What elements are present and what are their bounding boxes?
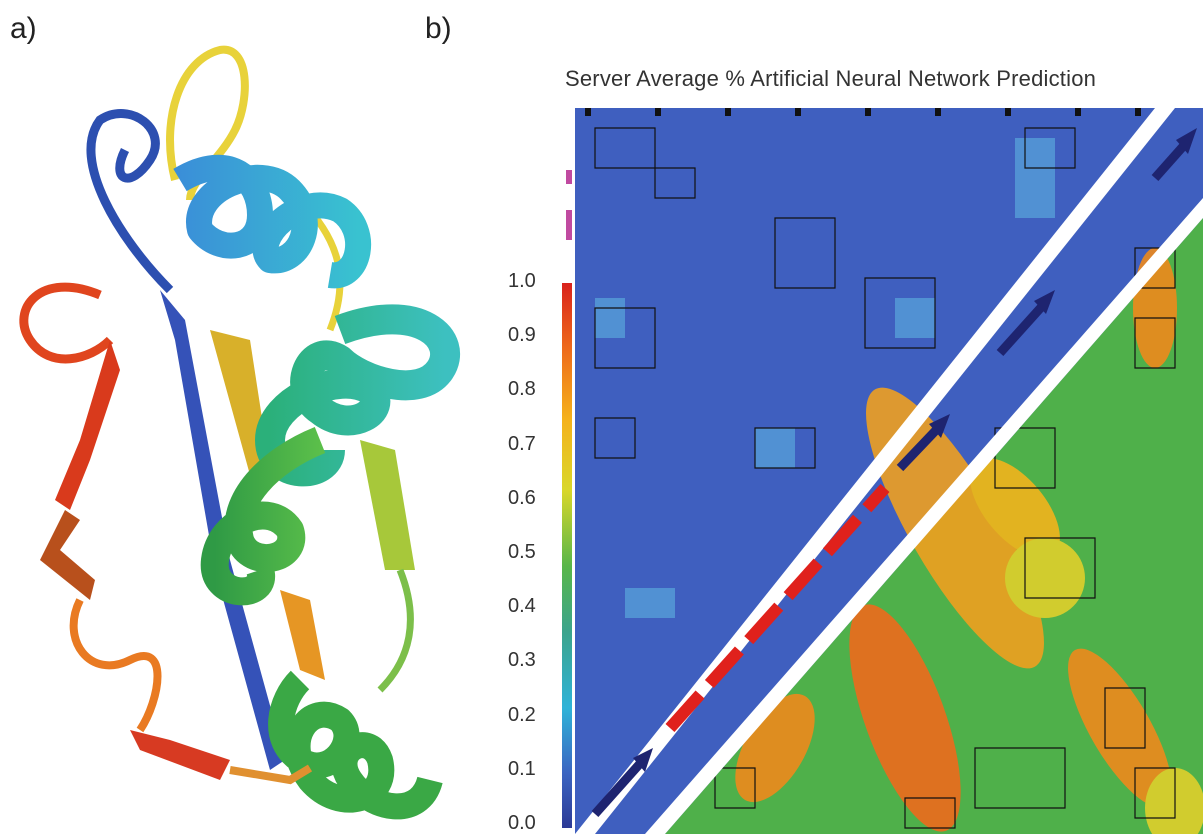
panel-label-b: b) <box>425 12 452 45</box>
color-scale-tick-label: 0.2 <box>508 703 536 726</box>
yellow-strand <box>210 330 270 475</box>
color-scale-tick-label: 0.1 <box>508 757 536 780</box>
brown-strand <box>40 510 95 600</box>
secondary-structure-arrows <box>591 128 1197 817</box>
color-scale-tick-label: 1.0 <box>508 270 536 292</box>
lower-helix <box>200 427 326 606</box>
orange-strand <box>280 590 325 680</box>
panel-label-a: a) <box>10 12 37 45</box>
color-scale-tick-label: 0.6 <box>508 486 536 509</box>
diagonal-band <box>575 108 1175 834</box>
color-scale-tick-label: 0.7 <box>508 432 536 455</box>
sequence-tick-marks <box>585 108 1141 116</box>
orange-loop <box>69 598 162 733</box>
upper-triangle-patches <box>595 138 1055 618</box>
top-helix <box>173 154 371 289</box>
red-strand-bottom <box>130 730 230 780</box>
contact-map <box>575 108 1203 834</box>
color-scale-tick-label: 0.4 <box>508 595 536 618</box>
color-scale-tick-label: 0.5 <box>508 541 536 563</box>
color-scale-tick-label: 0.8 <box>508 378 536 401</box>
color-scale-tick-label: 0.9 <box>508 324 536 347</box>
blue-loop <box>86 109 174 294</box>
red-strand <box>55 340 120 510</box>
contact-squares <box>594 127 1176 829</box>
contact-map-title: Server Average % Artificial Neural Netwo… <box>565 66 1097 91</box>
middle-helix <box>255 304 460 487</box>
yellow-green-strand <box>360 440 415 570</box>
color-scale-tick-label: 0.0 <box>508 812 536 834</box>
color-scale-bar <box>562 283 572 828</box>
bottom-helix <box>268 670 443 820</box>
protein-ribbon-illustration <box>19 45 460 820</box>
sequence-marker-bar <box>566 170 572 280</box>
red-loop <box>19 282 114 364</box>
color-scale-tick-label: 0.3 <box>508 649 536 672</box>
